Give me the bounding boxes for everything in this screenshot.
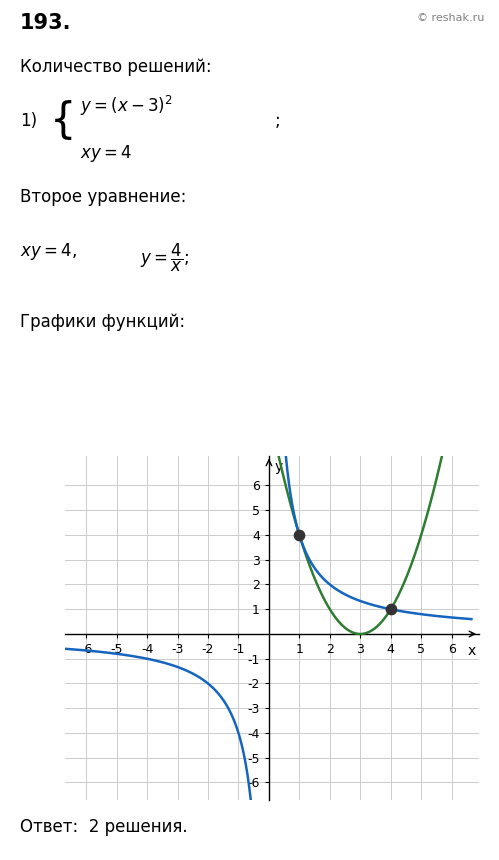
- Text: Второе уравнение:: Второе уравнение:: [20, 187, 186, 206]
- Text: $xy = 4,$: $xy = 4,$: [20, 242, 77, 262]
- Text: $y = \dfrac{4}{x};$: $y = \dfrac{4}{x};$: [140, 242, 189, 273]
- Text: $y = (x - 3)^2$: $y = (x - 3)^2$: [80, 94, 173, 118]
- Text: Графики функций:: Графики функций:: [20, 313, 185, 331]
- Text: $xy = 4$: $xy = 4$: [80, 143, 132, 164]
- Text: Ответ:  2 решения.: Ответ: 2 решения.: [20, 818, 188, 836]
- Text: {: {: [50, 100, 76, 142]
- Text: x: x: [468, 644, 476, 658]
- Text: Количество решений:: Количество решений:: [20, 58, 212, 77]
- Point: [295, 528, 303, 542]
- Text: y: y: [274, 459, 282, 474]
- Point: [387, 602, 395, 616]
- Text: 193.: 193.: [20, 14, 71, 34]
- Text: 1): 1): [20, 112, 37, 130]
- Text: ;: ;: [274, 112, 280, 130]
- Text: © reshak.ru: © reshak.ru: [417, 14, 484, 23]
